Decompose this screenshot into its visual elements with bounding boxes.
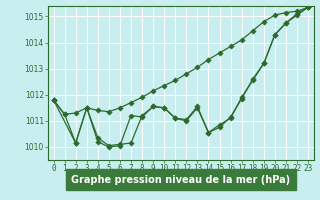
X-axis label: Graphe pression niveau de la mer (hPa): Graphe pression niveau de la mer (hPa) [71, 175, 290, 185]
